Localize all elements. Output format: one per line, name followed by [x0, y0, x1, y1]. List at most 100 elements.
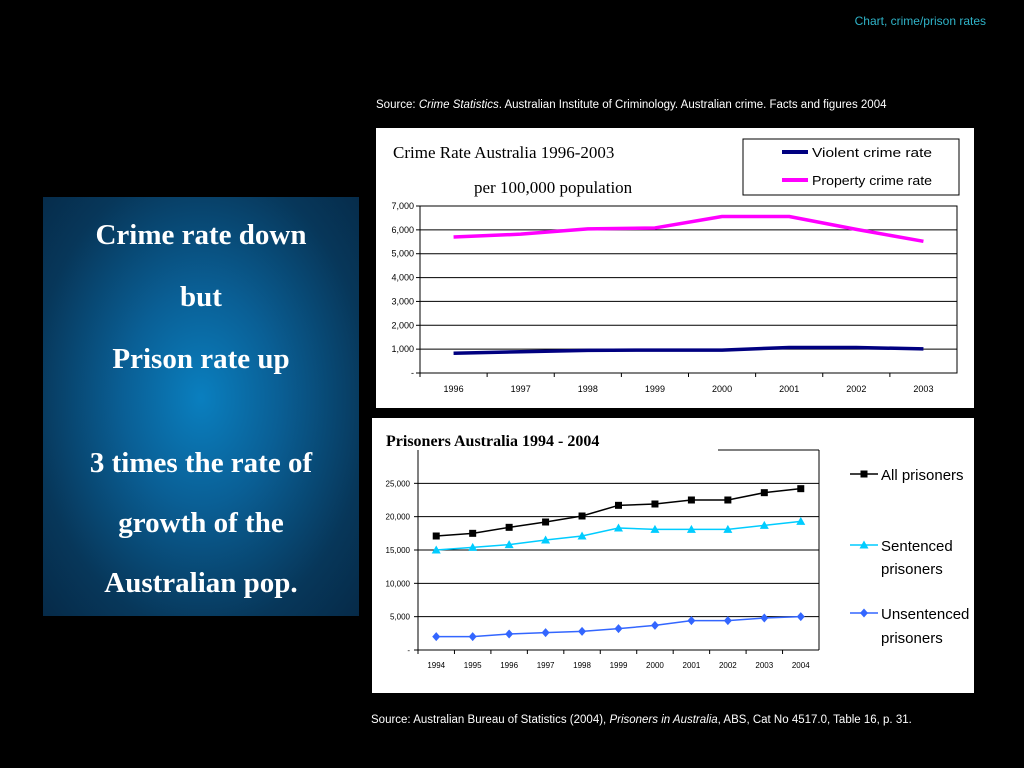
- prison-point-2: [505, 629, 514, 639]
- prison-point-2: [578, 626, 587, 636]
- prison-point-0: [432, 532, 440, 540]
- prison-legend-marker-2: [860, 608, 868, 618]
- prison-x-tick-label: 1994: [427, 661, 445, 670]
- callout-line-4: 3 times the rate of: [89, 447, 313, 479]
- source-bottom-rest: , ABS, Cat No 4517.0, Table 16, p. 31.: [717, 714, 912, 726]
- crime-x-tick-label: 2000: [712, 384, 732, 394]
- crime-x-tick-label: 1996: [444, 384, 464, 394]
- prison-point-0: [760, 489, 768, 497]
- prison-point-0: [469, 529, 477, 537]
- prison-legend-marker-0: [860, 470, 868, 478]
- slide-label: Chart, crime/prison rates: [854, 14, 986, 28]
- crime-plot-area: - 1,000 2,000 3,000 4,000 5,000 6,000 7,000 1996…: [391, 201, 958, 394]
- prison-legend: All prisoners Sentenced prisoners Unsentenc…: [850, 467, 969, 647]
- prison-point-2: [432, 632, 441, 642]
- callout-line-1: Crime rate down: [95, 219, 307, 251]
- prison-point-1: [723, 524, 733, 533]
- prison-legend-label-2: prisoners: [881, 630, 943, 647]
- crime-legend-label-1: Property crime rate: [812, 173, 932, 188]
- prison-y-tick-label: -: [407, 646, 410, 655]
- prison-point-1: [431, 545, 441, 554]
- prison-y-tick-label: 20,000: [386, 513, 411, 522]
- prison-point-0: [797, 485, 805, 493]
- crime-x-tick-label: 1997: [511, 384, 531, 394]
- prison-point-0: [724, 496, 732, 504]
- prison-chart-panel: Prisoners Australia 1994 - 2004 All pris…: [372, 418, 974, 693]
- callout-box: Crime rate down but Prison rate up 3 tim…: [43, 197, 359, 616]
- prison-y-tick-label: 10,000: [386, 579, 411, 588]
- prison-x-tick-label: 2001: [683, 661, 701, 670]
- crime-chart: Crime Rate Australia 1996-2003 per 100,0…: [391, 138, 960, 394]
- prison-point-0: [542, 518, 550, 526]
- prison-point-2: [468, 632, 477, 642]
- source-top: Source: Crime Statistics. Australian Ins…: [376, 99, 886, 111]
- prison-legend-label-1: prisoners: [881, 561, 943, 578]
- source-top-italic: Crime Statistics: [418, 99, 499, 111]
- prison-x-tick-label: 2003: [755, 661, 773, 670]
- callout-line-6: Australian pop.: [104, 567, 298, 599]
- crime-legend-box: [742, 138, 960, 196]
- source-bottom: Source: Australian Bureau of Statistics …: [371, 714, 912, 726]
- prison-point-1: [614, 523, 623, 532]
- crime-chart-title: Crime Rate Australia 1996-2003: [393, 143, 614, 162]
- prison-point-2: [541, 628, 550, 638]
- crime-x-tick-label: 2001: [779, 384, 799, 394]
- prison-plot-area: - 5,000 10,000 15,000 20,000 25,000 1994 1995 19…: [386, 449, 820, 670]
- crime-x-tick-label: 2002: [846, 384, 866, 394]
- crime-chart-panel: Crime Rate Australia 1996-2003 per 100,0…: [376, 128, 974, 408]
- prison-point-1: [504, 540, 514, 549]
- prison-x-tick-label: 2002: [719, 661, 737, 670]
- prison-point-1: [577, 531, 587, 540]
- prison-point-0: [615, 501, 622, 509]
- crime-y-tick-label: 1,000: [391, 344, 414, 354]
- prison-point-1: [686, 524, 696, 533]
- prison-point-2: [687, 616, 696, 626]
- prison-legend-label-2: Unsentenced: [881, 606, 969, 623]
- prison-point-1: [796, 516, 806, 525]
- crime-y-tick-label: 2,000: [391, 320, 414, 330]
- prison-point-2: [614, 624, 623, 634]
- prison-point-1: [650, 524, 660, 533]
- prison-point-0: [687, 496, 695, 504]
- prison-y-tick-label: 15,000: [386, 546, 411, 555]
- prison-point-2: [650, 620, 659, 630]
- prison-point-0: [505, 523, 513, 531]
- prison-y-tick-label: 25,000: [386, 479, 411, 488]
- prison-point-2: [723, 616, 732, 626]
- prison-point-0: [651, 500, 659, 508]
- source-top-prefix: Source:: [376, 99, 419, 111]
- crime-y-tick-label: 7,000: [391, 201, 414, 211]
- crime-chart-subtitle: per 100,000 population: [474, 178, 633, 197]
- prison-legend-label-0: All prisoners: [881, 467, 964, 484]
- crime-series-line-0: [453, 345, 924, 355]
- prison-y-tick-label: 5,000: [390, 613, 411, 622]
- prison-point-2: [796, 612, 805, 622]
- crime-x-tick-label: 2003: [913, 384, 933, 394]
- crime-series-line-1: [453, 214, 924, 244]
- crime-legend: Violent crime rate Property crime rate: [782, 145, 932, 188]
- crime-y-tick-label: -: [411, 368, 414, 378]
- prison-chart: Prisoners Australia 1994 - 2004 All pris…: [386, 433, 970, 670]
- prison-chart-title: Prisoners Australia 1994 - 2004: [386, 433, 599, 450]
- prison-point-1: [541, 535, 551, 544]
- callout-line-2: but: [180, 281, 222, 313]
- prison-legend-marker-1: [859, 540, 869, 549]
- source-bottom-italic: Prisoners in Australia: [609, 714, 718, 726]
- crime-y-tick-label: 4,000: [391, 273, 414, 283]
- prison-x-tick-label: 1996: [500, 661, 518, 670]
- prison-point-0: [578, 512, 586, 520]
- source-top-rest: . Australian Institute of Criminology. A…: [498, 99, 887, 111]
- prison-x-tick-label: 1997: [537, 661, 555, 670]
- prison-point-2: [760, 613, 769, 623]
- prison-point-1: [759, 520, 769, 529]
- prison-x-tick-label: 1998: [573, 661, 591, 670]
- prison-x-tick-label: 2004: [792, 661, 810, 670]
- callout-line-5: growth of the: [118, 507, 284, 539]
- crime-y-tick-label: 3,000: [391, 296, 414, 306]
- prison-point-1: [468, 542, 478, 551]
- prison-legend-label-1: Sentenced: [881, 538, 953, 555]
- crime-y-tick-label: 5,000: [391, 249, 414, 259]
- callout-line-3: Prison rate up: [112, 343, 290, 375]
- prison-x-tick-label: 1995: [464, 661, 482, 670]
- crime-x-tick-label: 1999: [645, 384, 665, 394]
